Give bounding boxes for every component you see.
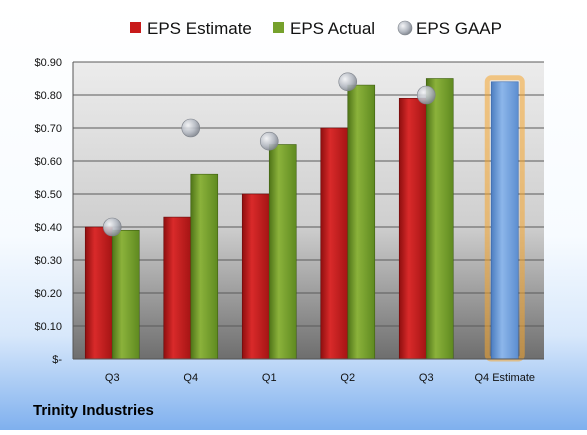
legend-swatch <box>130 22 141 33</box>
gridlines <box>73 61 544 360</box>
eps-estimate-bar <box>163 216 192 360</box>
x-tick-label: Q3 <box>105 372 120 384</box>
y-tick-label: $- <box>52 354 62 366</box>
y-tick-label: $0.90 <box>34 57 62 69</box>
x-tick-label: Q2 <box>340 372 355 384</box>
eps-actual-bar <box>111 230 140 360</box>
legend-swatch <box>273 22 284 33</box>
x-tick-label: Q4 Estimate <box>474 372 535 384</box>
y-tick-label: $0.50 <box>34 189 62 201</box>
gaap-markers <box>102 72 436 237</box>
y-tick-label: $0.10 <box>34 321 62 333</box>
y-tick-label: $0.80 <box>34 90 62 102</box>
eps-gaap-marker <box>416 85 436 105</box>
x-tick-label: Q4 <box>183 372 198 384</box>
x-tick-label: Q3 <box>419 372 434 384</box>
legend: EPS Estimate EPS Actual EPS GAAP <box>130 19 502 38</box>
eps-gaap-marker <box>181 118 201 138</box>
bars <box>84 75 525 362</box>
legend-label: EPS Actual <box>290 19 375 38</box>
eps-actual-bar <box>425 78 454 360</box>
axes: $- $0.10 $0.20 $0.30 $0.40 $0.50 $0.60 $0.70 $0.… <box>34 57 544 384</box>
eps-actual-bar <box>268 144 297 360</box>
y-tick-label: $0.40 <box>34 222 62 234</box>
x-tick-label: Q1 <box>262 372 277 384</box>
legend-label: EPS Estimate <box>147 19 252 38</box>
y-tick-label: $0.70 <box>34 123 62 135</box>
eps-estimate-bar <box>398 98 427 360</box>
y-tick-label: $0.60 <box>34 156 62 168</box>
company-name: Trinity Industries <box>33 402 154 419</box>
legend-swatch <box>397 20 413 36</box>
eps-estimate-bar <box>241 193 270 360</box>
y-tick-label: $0.30 <box>34 255 62 267</box>
eps-estimate-bar <box>320 127 349 360</box>
plot-area <box>73 62 544 359</box>
eps-gaap-marker <box>259 131 279 151</box>
eps-estimate-bar <box>84 226 113 360</box>
eps-actual-bar <box>190 173 219 360</box>
eps-forecast-bar <box>490 81 519 360</box>
eps-gaap-marker <box>338 72 358 92</box>
y-tick-label: $0.20 <box>34 288 62 300</box>
legend-label: EPS GAAP <box>416 19 502 38</box>
eps-gaap-marker <box>102 217 122 237</box>
eps-actual-bar <box>347 84 376 360</box>
